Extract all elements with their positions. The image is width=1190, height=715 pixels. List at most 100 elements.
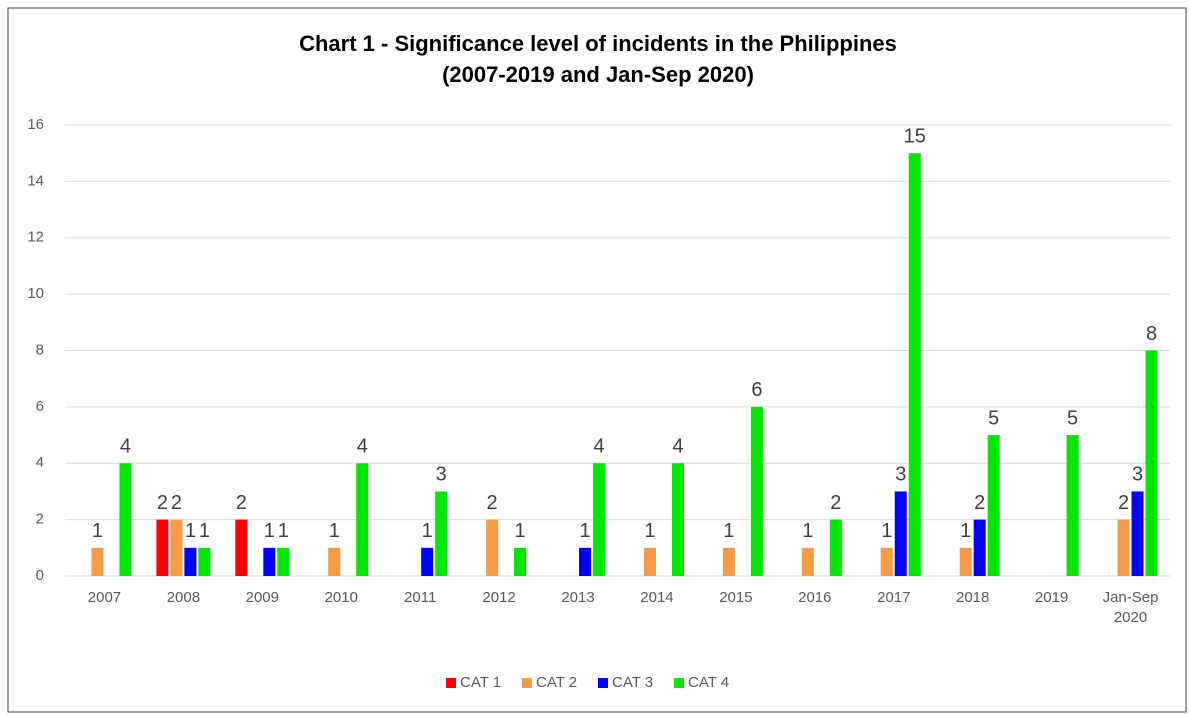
data-label: 5 <box>1067 407 1078 429</box>
y-tick-label: 4 <box>36 454 44 471</box>
data-label: 2 <box>830 492 841 514</box>
legend-label: CAT 3 <box>612 674 653 691</box>
x-tick-label: 2018 <box>955 589 990 606</box>
data-label: 8 <box>1146 323 1157 345</box>
data-label: 4 <box>672 436 683 458</box>
bar <box>1117 519 1130 576</box>
x-tick-label: 2014 <box>640 589 674 606</box>
data-label: 3 <box>895 464 906 486</box>
bar <box>277 547 290 576</box>
bar <box>184 547 197 576</box>
bar <box>987 435 1000 576</box>
data-label: 5 <box>988 407 999 429</box>
data-label: 1 <box>92 520 103 542</box>
y-tick-label: 2 <box>36 511 44 528</box>
data-label: 1 <box>644 520 655 542</box>
x-tick-label: 2019 <box>1034 589 1069 606</box>
bar <box>356 463 369 576</box>
bar <box>750 406 763 576</box>
bar <box>579 547 592 576</box>
data-label: 1 <box>723 520 734 542</box>
data-label: 4 <box>357 436 368 458</box>
legend-label: CAT 4 <box>688 674 729 691</box>
data-label: 1 <box>515 520 526 542</box>
bar <box>959 547 972 576</box>
bar <box>1066 435 1079 576</box>
chart-title: Chart 1 - Significance level of incident… <box>299 31 897 56</box>
legend-swatch <box>522 678 532 688</box>
x-tick-label: 2011 <box>404 589 437 606</box>
legend-label: CAT 1 <box>460 674 501 691</box>
bar <box>593 463 606 576</box>
legend-swatch <box>674 678 684 688</box>
bar <box>894 491 907 576</box>
bar <box>156 519 169 576</box>
y-tick-label: 12 <box>27 229 44 246</box>
data-label: 3 <box>1132 464 1143 486</box>
data-label: 3 <box>436 464 447 486</box>
x-tick-label: 2016 <box>798 589 832 606</box>
bar <box>1145 350 1158 576</box>
x-tick-label: 2008 <box>166 589 201 606</box>
bar <box>198 547 211 576</box>
bar <box>119 463 132 576</box>
data-label: 1 <box>422 520 433 542</box>
data-label: 2 <box>236 492 247 514</box>
data-label: 1 <box>329 520 340 542</box>
data-label: 1 <box>264 520 275 542</box>
bar <box>643 547 656 576</box>
legend-label: CAT 2 <box>536 674 577 691</box>
legend-swatch <box>598 678 608 688</box>
data-label: 1 <box>199 520 210 542</box>
data-label: 2 <box>974 492 985 514</box>
x-tick-label: Jan-Sep 2020 <box>1102 589 1159 626</box>
data-label: 1 <box>802 520 813 542</box>
chart-subtitle: (2007-2019 and Jan-Sep 2020) <box>442 62 754 87</box>
y-tick-label: 8 <box>36 341 44 358</box>
data-label: 1 <box>278 520 289 542</box>
bar <box>671 463 684 576</box>
bar <box>514 547 527 576</box>
y-tick-label: 0 <box>36 567 44 584</box>
y-tick-label: 16 <box>27 116 44 133</box>
data-label: 4 <box>120 436 131 458</box>
x-tick-label: 2007 <box>87 589 122 606</box>
bar <box>235 519 248 576</box>
x-tick-label: 2012 <box>482 589 516 606</box>
bar <box>486 519 499 576</box>
bar <box>263 547 276 576</box>
bar <box>880 547 893 576</box>
data-label: 1 <box>579 520 590 542</box>
x-tick-label: 2009 <box>245 589 279 606</box>
data-label: 2 <box>171 492 182 514</box>
x-tick-label: 2010 <box>324 589 358 606</box>
bar <box>801 547 814 576</box>
data-label: 2 <box>1118 492 1129 514</box>
bar <box>170 519 183 576</box>
data-label: 1 <box>881 520 892 542</box>
bar <box>1131 491 1144 576</box>
legend-swatch <box>446 678 456 688</box>
y-tick-label: 10 <box>27 285 44 302</box>
bar <box>421 547 434 576</box>
bar <box>435 491 448 576</box>
x-tick-label: 2017 <box>877 589 911 606</box>
bar <box>722 547 735 576</box>
data-label: 1 <box>960 520 971 542</box>
bar <box>328 547 341 576</box>
data-label: 1 <box>185 520 196 542</box>
bar <box>973 519 986 576</box>
data-label: 15 <box>904 125 926 147</box>
bar <box>829 519 842 576</box>
data-label: 2 <box>487 492 498 514</box>
y-tick-label: 6 <box>36 398 44 415</box>
y-tick-label: 14 <box>27 172 44 189</box>
data-label: 4 <box>593 436 604 458</box>
bar <box>91 547 104 576</box>
x-tick-label: 2013 <box>561 589 595 606</box>
data-label: 6 <box>751 379 762 401</box>
bar <box>908 153 921 576</box>
x-tick-label: 2015 <box>719 589 753 606</box>
